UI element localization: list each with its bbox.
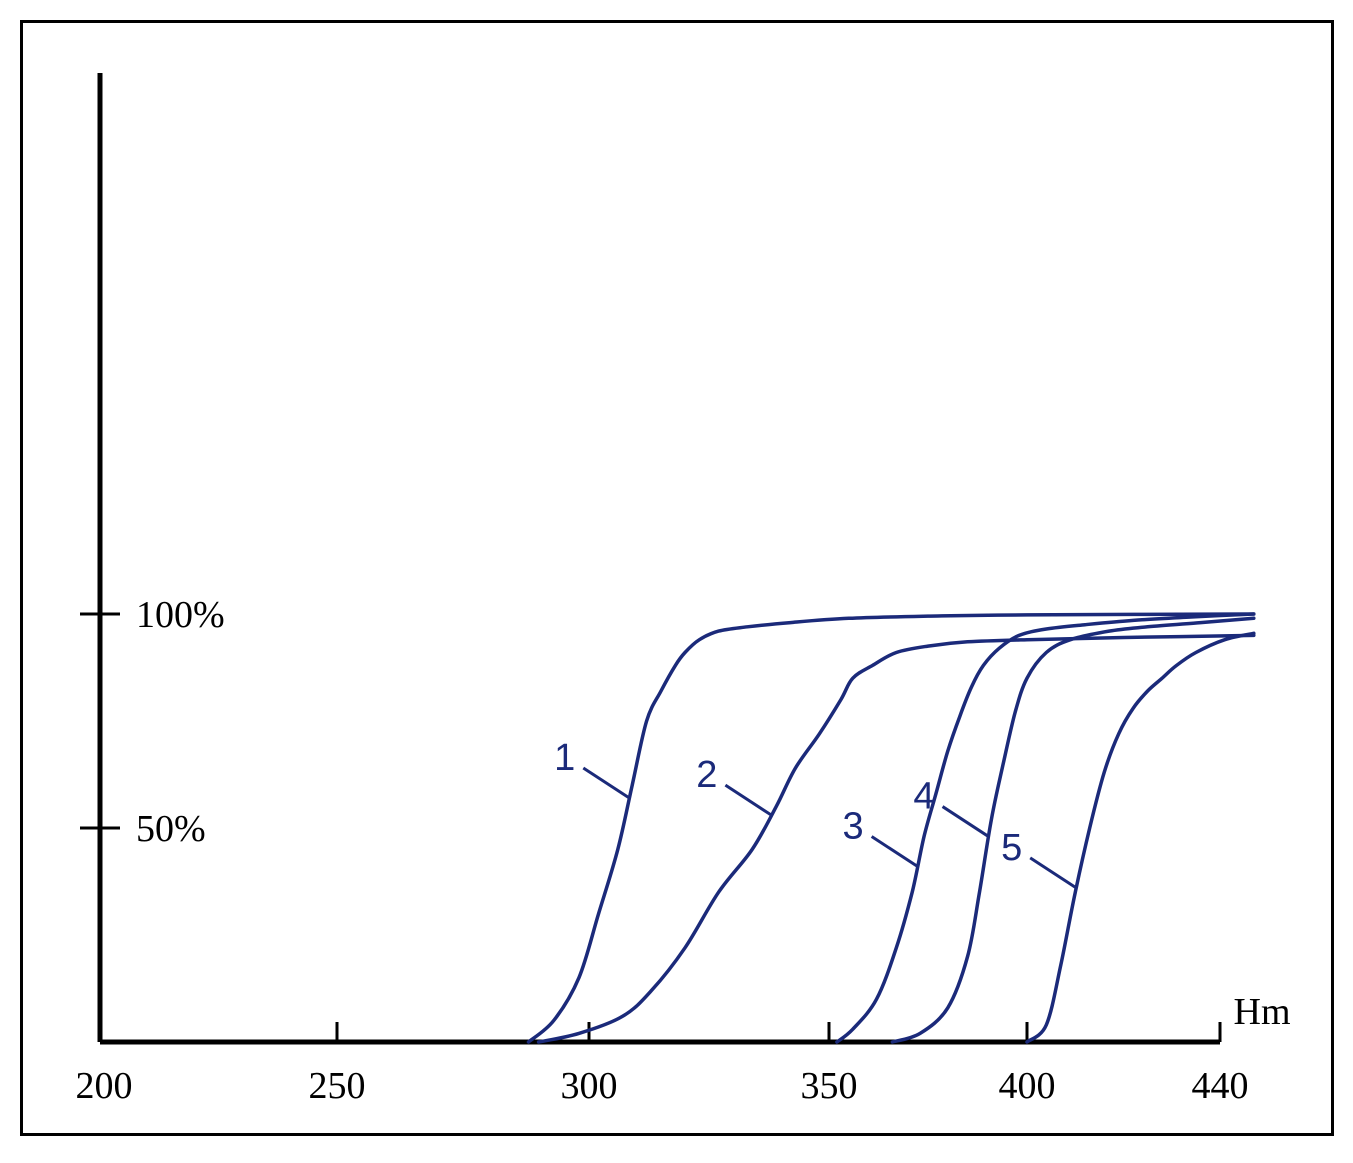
series-label-5: 5 <box>1001 827 1022 869</box>
series-line-5 <box>1025 631 1256 1044</box>
series-pointer-1 <box>582 766 631 800</box>
x-tick-label-350: 350 <box>801 1065 858 1107</box>
series-label-4: 4 <box>913 776 934 818</box>
series-labels: 1 2 3 4 5 <box>554 737 1078 890</box>
series-line-4 <box>890 616 1256 1044</box>
x-axis-label: Hm <box>1234 991 1291 1033</box>
series-label-2: 2 <box>696 754 717 796</box>
series-label-1: 1 <box>554 737 575 779</box>
series-lines <box>526 612 1256 1044</box>
x-tick-label-400: 400 <box>999 1065 1056 1107</box>
x-tick-label-300: 300 <box>561 1065 618 1107</box>
series-pointer-2 <box>724 783 773 817</box>
series-pointer-3 <box>870 835 919 868</box>
series-label-3: 3 <box>843 806 864 848</box>
y-tick-label-50%: 50% <box>136 808 206 850</box>
y-tick-label-100%: 100% <box>136 594 225 636</box>
series-pointer-5 <box>1029 856 1078 890</box>
series-line-1 <box>526 612 1256 1044</box>
x-tick-label-250: 250 <box>309 1065 366 1107</box>
series-line-2 <box>536 633 1256 1044</box>
ticks: 200 250 300 350 400 440 50% 100% <box>76 594 1249 1107</box>
axes <box>97 73 1220 1045</box>
series-line-3 <box>835 612 1256 1044</box>
x-tick-label-200: 200 <box>76 1065 133 1107</box>
x-tick-label-440: 440 <box>1192 1065 1249 1107</box>
chart-frame <box>20 20 1334 1136</box>
series-pointer-4 <box>941 805 990 838</box>
